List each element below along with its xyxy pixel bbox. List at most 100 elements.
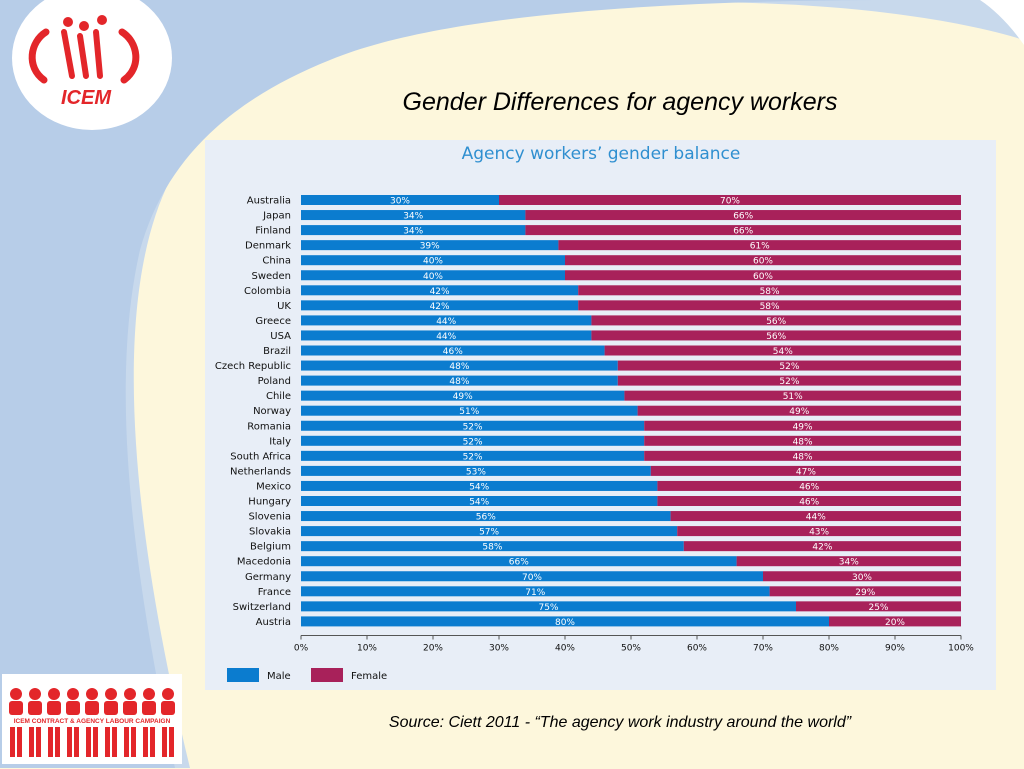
bar-male <box>301 210 526 221</box>
slide-title: Gender Differences for agency workers <box>402 88 838 116</box>
icem-logo: ICEM <box>6 2 166 122</box>
legend-label-female: Female <box>351 671 387 682</box>
category-label: Austria <box>256 617 291 628</box>
data-label-female: 46% <box>799 482 819 492</box>
data-label-female: 20% <box>885 618 905 628</box>
bar-female <box>499 195 961 205</box>
data-label-female: 29% <box>855 588 875 598</box>
data-label-male: 48% <box>449 362 469 372</box>
bar-female <box>829 616 961 627</box>
data-label-female: 66% <box>733 212 753 222</box>
bar-male <box>301 360 618 371</box>
bar-female <box>644 435 961 446</box>
data-label-female: 49% <box>789 407 809 417</box>
data-label-female: 52% <box>779 362 799 372</box>
bar-male <box>301 450 645 461</box>
data-label-male: 52% <box>463 422 483 432</box>
bar-female <box>650 465 961 476</box>
data-label-female: 48% <box>793 437 813 447</box>
icem-logo-text: ICEM <box>61 87 112 109</box>
bar-male <box>301 616 829 627</box>
bar-male <box>301 345 605 356</box>
category-label: Slovenia <box>248 512 291 523</box>
bar-female <box>525 210 961 221</box>
category-label: Finland <box>255 226 291 237</box>
bar-female <box>565 270 961 281</box>
legend-label-male: Male <box>267 671 291 682</box>
category-label: Norway <box>253 406 291 417</box>
legend-swatch-female <box>311 668 343 682</box>
category-label: Greece <box>255 316 291 327</box>
x-tick-label: 90% <box>885 643 905 653</box>
bar-female <box>591 315 961 326</box>
category-label: Mexico <box>256 481 291 492</box>
category-label: Brazil <box>263 346 291 357</box>
chart-category-labels: Australia Japan Finland Denmark China Sweden C… <box>215 196 292 628</box>
x-tick-label: 50% <box>621 643 641 653</box>
data-label-male: 51% <box>459 407 479 417</box>
category-label: Romania <box>247 421 291 432</box>
bar-female <box>683 541 961 552</box>
data-label-female: 61% <box>750 242 770 252</box>
category-label: USA <box>270 331 291 342</box>
chart-legend: Male Female <box>227 668 387 682</box>
data-label-male: 57% <box>479 528 499 538</box>
bar-female <box>657 480 961 491</box>
data-label-female: 42% <box>812 543 832 553</box>
data-label-female: 43% <box>809 528 829 538</box>
campaign-banner: ICEM CONTRACT & AGENCY LABOUR CAMPAIGN <box>2 674 182 764</box>
category-label: UK <box>277 301 291 312</box>
data-label-male: 80% <box>555 618 575 628</box>
data-label-female: 46% <box>799 498 819 508</box>
data-label-male: 52% <box>463 437 483 447</box>
bar-female <box>644 420 961 431</box>
data-label-male: 53% <box>466 467 486 477</box>
x-tick-label: 100% <box>948 643 974 653</box>
category-label: Chile <box>266 391 291 402</box>
bar-male <box>301 435 645 446</box>
x-tick-label: 20% <box>423 643 443 653</box>
category-label: Australia <box>247 196 291 207</box>
data-label-male: 48% <box>449 377 469 387</box>
category-label: China <box>262 256 291 267</box>
data-label-female: 70% <box>720 197 740 207</box>
data-label-male: 46% <box>443 347 463 357</box>
bar-male <box>301 496 658 506</box>
bar-female <box>591 330 961 341</box>
bar-male <box>301 195 499 205</box>
bar-male <box>301 511 671 522</box>
bar-male <box>301 571 763 582</box>
bar-female <box>796 601 961 612</box>
category-label: Macedonia <box>237 557 291 568</box>
bar-female <box>769 586 961 597</box>
data-label-male: 49% <box>453 392 473 402</box>
bar-female <box>565 255 961 266</box>
bar-female <box>525 225 961 236</box>
data-label-female: 47% <box>796 467 816 477</box>
bar-male <box>301 240 559 251</box>
x-tick-label: 70% <box>753 643 773 653</box>
category-label: Denmark <box>245 241 291 252</box>
bar-female <box>617 360 961 371</box>
gender-balance-chart: 30% 70% 34% 66% 34% 66% 39% 61% 40% 60% 40% 60% 42% 5… <box>215 144 974 682</box>
background-swoosh-corner <box>980 0 1024 45</box>
data-label-male: 42% <box>430 287 450 297</box>
bar-male <box>301 420 645 431</box>
data-label-female: 34% <box>839 558 859 568</box>
bar-male <box>301 225 526 236</box>
data-label-male: 71% <box>525 588 545 598</box>
bar-male <box>301 526 678 537</box>
data-label-female: 30% <box>852 573 872 583</box>
bar-male <box>301 255 565 266</box>
category-label: Sweden <box>251 271 291 282</box>
bar-male <box>301 601 796 612</box>
data-label-male: 52% <box>463 452 483 462</box>
category-label: Poland <box>258 376 291 387</box>
category-label: Hungary <box>248 497 291 508</box>
data-label-male: 66% <box>509 558 529 568</box>
bar-female <box>644 450 961 461</box>
data-label-male: 54% <box>469 498 489 508</box>
category-label: Belgium <box>250 542 291 553</box>
chart-x-axis: 0% 10% 20% 30% 40% 50% 60% 70% 80% 90% 100% <box>294 634 974 653</box>
data-label-male: 56% <box>476 513 496 523</box>
